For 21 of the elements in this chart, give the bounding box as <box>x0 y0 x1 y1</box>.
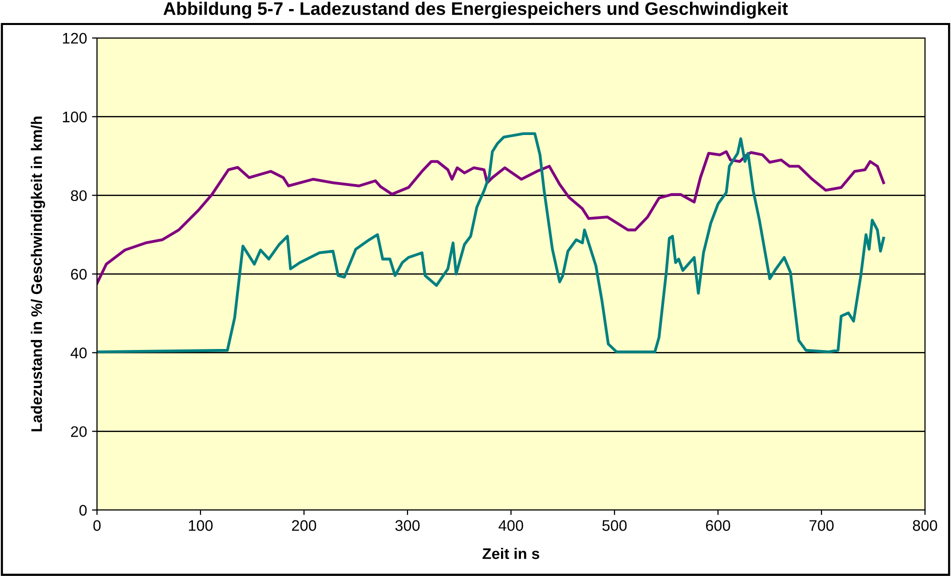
y-tick-label: 20 <box>71 426 87 438</box>
x-tick-label: 500 <box>602 520 627 531</box>
x-tick-label: 700 <box>810 520 834 531</box>
y-tick-label: 60 <box>71 268 87 280</box>
x-tick-label: 400 <box>498 520 524 531</box>
y-tick-label: 120 <box>62 32 87 44</box>
y-tick-label: 40 <box>70 348 87 358</box>
x-tick-label: 100 <box>188 520 213 531</box>
x-axis-title: Zeit in s <box>482 548 540 560</box>
x-tick-label: 300 <box>395 520 420 531</box>
line-series <box>97 132 885 354</box>
line-series <box>97 150 885 285</box>
y-tick-label: 80 <box>70 190 87 202</box>
chart-title: Abbildung 5-7 - Ladezustand des Energiespeichers und Geschwindigkeit <box>163 2 788 19</box>
x-tick-label: 200 <box>292 520 316 531</box>
y-tick-label: 0 <box>79 504 87 516</box>
y-tick-label: 100 <box>62 112 87 122</box>
x-tick-label: 0 <box>93 520 101 531</box>
y-axis-title: Ladezustand in %/ Geschwindigkeit in km/h <box>30 116 46 432</box>
x-tick-label: 600 <box>706 520 730 531</box>
x-tick-label: 800 <box>912 520 938 531</box>
